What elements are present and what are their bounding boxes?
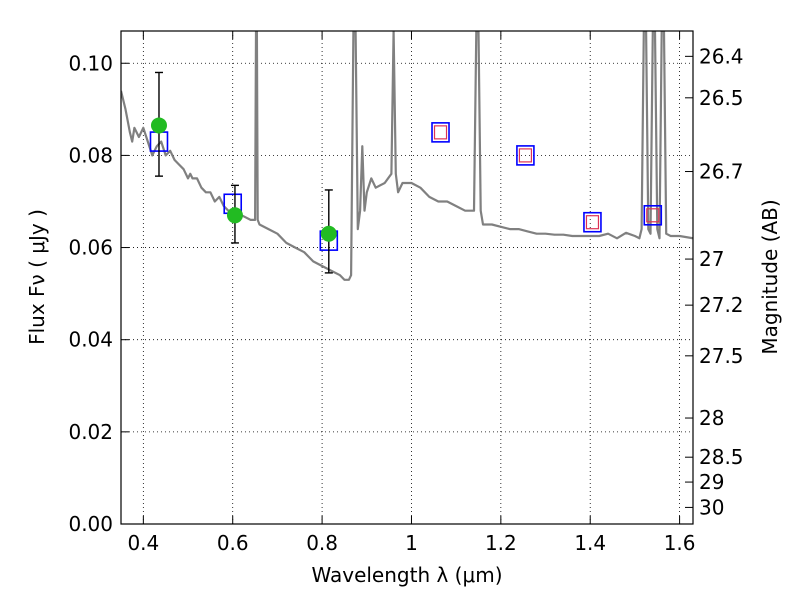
x-tick-label: 1.4 [574,531,606,555]
magnitude-tick-label: 27.2 [699,293,744,317]
x-tick-label: 0.4 [127,531,159,555]
magnitude-tick-label: 26.7 [699,160,744,184]
series-layer [121,31,693,281]
magnitude-tick-label: 26.4 [699,44,744,68]
y-axis-right-label: Magnitude (AB) [758,199,782,354]
magnitude-tick-label: 28 [699,406,724,430]
x-axis-label: Wavelength λ (μm) [311,563,502,587]
model-flux-square [431,122,450,143]
plot-area [121,31,693,281]
x-tick-label: 1 [405,531,418,555]
magnitude-tick-label: 27.5 [699,344,744,368]
observed-flux-point [320,225,337,242]
magnitude-tick-label: 28.5 [699,445,744,469]
model-flux-inner-square [433,125,448,140]
x-tick-label: 1.6 [664,531,696,555]
model-flux-square [516,145,535,166]
magnitude-tick-label: 30 [699,495,724,519]
observed-flux-point [226,207,243,224]
observed-flux-point [150,117,167,134]
x-tick-label: 0.6 [217,531,249,555]
y-tick-label: 0.06 [68,236,113,260]
x-axis: 0.4 0.6 0.8 1 1.2 1.4 1.6 [127,31,696,555]
magnitude-tick-label: 27 [699,247,724,271]
model-flux-inner-square [646,208,660,223]
grid [121,31,693,525]
y-tick-label: 0.08 [68,143,113,167]
model-flux-square [643,204,663,226]
magnitude-tick-label: 29 [699,470,724,494]
model-flux-inner-square [518,148,533,163]
left-y-axis: 0.00 0.02 0.04 0.06 0.08 0.10 [68,51,129,536]
y-axis-label: Flux Fν ( μJy ) [25,209,49,345]
template-spectrum-line [121,31,693,281]
magnitude-tick-label: 26.5 [699,86,744,110]
y-tick-label: 0.00 [68,512,113,536]
x-tick-label: 1.2 [485,531,517,555]
y-tick-label: 0.04 [68,328,113,352]
model-flux-square [583,211,602,233]
y-tick-label: 0.02 [68,420,113,444]
x-tick-label: 0.8 [306,531,338,555]
y-tick-label: 0.10 [68,51,113,75]
model-flux-inner-square [585,215,600,230]
plot-frame [120,30,694,525]
